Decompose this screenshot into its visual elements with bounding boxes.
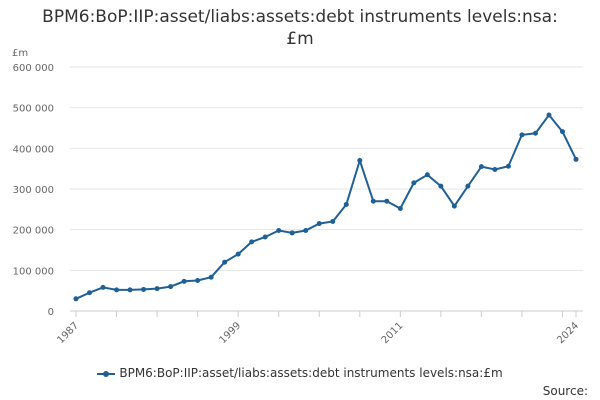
data-point (316, 221, 322, 227)
data-point (208, 274, 214, 280)
y-tick-label: 100 000 (13, 266, 54, 277)
y-tick-label: 300 000 (13, 185, 54, 196)
x-tick-label: 2024 (555, 320, 581, 346)
data-point (100, 284, 106, 290)
data-point (141, 286, 147, 292)
y-tick-label: 600 000 (13, 63, 54, 74)
data-point (559, 129, 565, 135)
data-point (222, 259, 228, 265)
data-point (357, 158, 363, 164)
data-point (249, 239, 255, 245)
series-points (73, 112, 579, 302)
y-tick-label: 500 000 (13, 104, 54, 115)
y-tick-label: 200 000 (13, 226, 54, 237)
legend-line-swatch-icon (97, 369, 116, 379)
data-point (303, 227, 309, 233)
data-point (195, 278, 201, 283)
data-point (384, 198, 390, 204)
data-point (343, 201, 349, 207)
x-ticks: 1987 1999 2011 2024 (55, 311, 581, 346)
data-point (492, 166, 498, 172)
data-point (438, 183, 444, 189)
y-tick-label: 400 000 (13, 144, 54, 155)
data-point (519, 132, 525, 138)
data-point (532, 130, 538, 136)
data-point (546, 112, 552, 118)
data-point (168, 284, 174, 290)
data-point (465, 183, 471, 189)
data-point (276, 227, 282, 233)
data-point (411, 180, 417, 186)
data-point (235, 251, 241, 257)
data-point (505, 163, 511, 169)
legend-label: BPM6:BoP:IIP:asset/liabs:assets:debt ins… (119, 366, 503, 380)
data-point (87, 290, 93, 296)
series-line (75, 113, 577, 300)
x-tick-label: 1987 (55, 320, 81, 346)
data-point (573, 156, 579, 162)
x-tick-label: 2011 (380, 320, 406, 346)
data-point (181, 278, 187, 284)
chart-title: BPM6:BoP:IIP:asset/liabs:assets:debt ins… (42, 7, 558, 49)
y-tick-label: 0 (48, 307, 54, 318)
x-tick-label: 1999 (218, 320, 244, 346)
legend: BPM6:BoP:IIP:asset/liabs:assets:debt ins… (0, 366, 600, 380)
data-point (262, 234, 268, 240)
y-axis-unit: £m (12, 48, 28, 59)
data-point (73, 296, 79, 302)
data-point (370, 198, 376, 204)
data-point (289, 230, 295, 236)
data-point (127, 287, 133, 293)
source-note: Source: (542, 384, 588, 398)
gridlines (70, 66, 583, 271)
data-point (114, 287, 120, 293)
data-point (424, 172, 430, 178)
data-point (154, 286, 160, 292)
data-point (397, 206, 403, 212)
data-point (451, 203, 457, 209)
y-tick-labels: 0 100 000 200 000 300 000 400 000 500 000 600 … (13, 63, 54, 318)
data-point (478, 164, 484, 170)
data-point (330, 219, 336, 225)
